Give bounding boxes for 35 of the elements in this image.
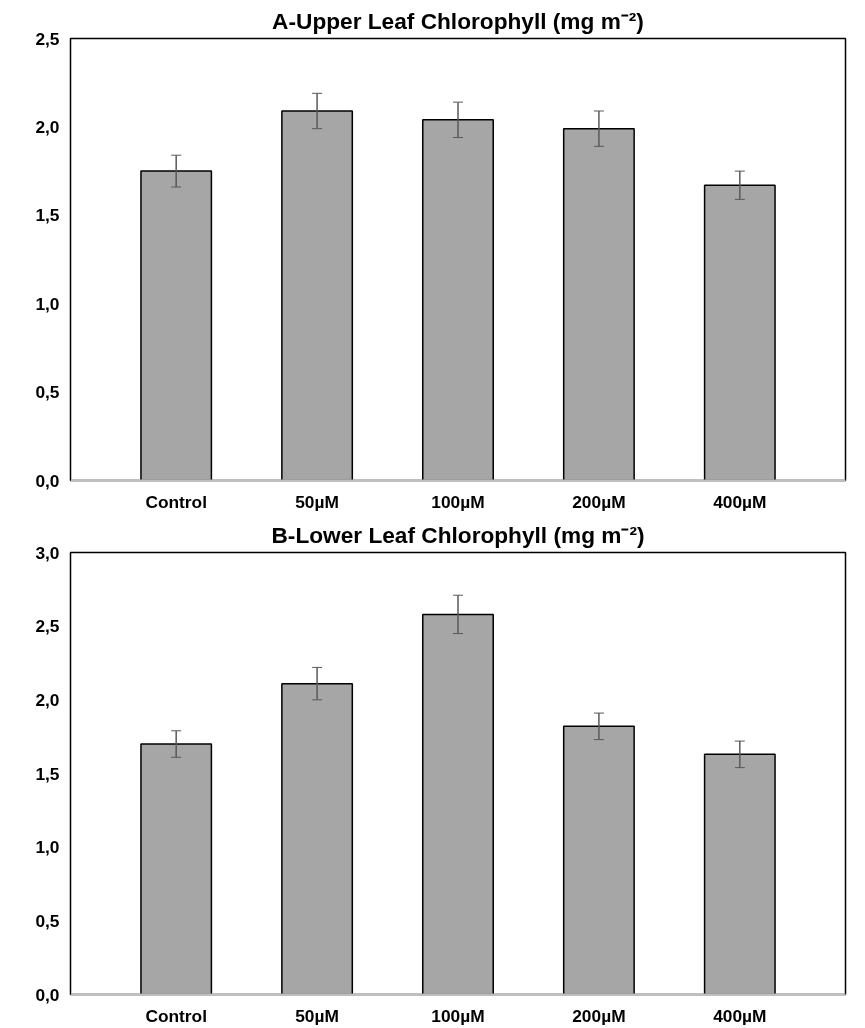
y-tick-label: 1,5 xyxy=(35,205,60,226)
y-tick-label: 2,0 xyxy=(35,116,60,137)
x-tick-label: 400µM xyxy=(713,1005,767,1026)
x-tick-label: 50µM xyxy=(295,491,339,512)
x-tick-label: Control xyxy=(145,1005,207,1026)
y-tick-label: 0,5 xyxy=(35,910,60,931)
x-tick-label: 100µM xyxy=(431,491,485,512)
y-tick-label: 1,5 xyxy=(35,763,60,784)
x-tick-label: Control xyxy=(145,491,207,512)
bar xyxy=(140,170,213,481)
x-tick-label: 100µM xyxy=(431,1005,485,1026)
y-tick-label: 0,5 xyxy=(35,382,60,403)
bar xyxy=(422,613,494,995)
bar xyxy=(562,725,635,995)
x-tick-label: 400µM xyxy=(713,491,767,512)
y-tick-label: 3,0 xyxy=(35,542,60,563)
y-tick-label: 1,0 xyxy=(35,293,60,314)
bar xyxy=(281,110,354,481)
y-tick-label: 2,5 xyxy=(35,616,60,637)
bar xyxy=(703,753,776,995)
y-tick-label: 1,0 xyxy=(35,837,60,858)
y-tick-label: 0,0 xyxy=(35,470,60,491)
bar xyxy=(140,743,213,995)
x-tick-label: 200µM xyxy=(572,1005,626,1026)
chart-title: A-Upper Leaf Chlorophyll (mg m⁻²) xyxy=(272,7,644,34)
bar xyxy=(422,119,494,481)
y-tick-label: 2,5 xyxy=(35,28,60,49)
y-tick-label: 0,0 xyxy=(35,984,60,1005)
bar xyxy=(703,184,776,481)
bar xyxy=(562,127,635,481)
y-tick-label: 2,0 xyxy=(35,689,60,710)
bar xyxy=(281,682,354,995)
x-tick-label: 50µM xyxy=(295,1005,339,1026)
chart-title: B-Lower Leaf Chlorophyll (mg m⁻²) xyxy=(271,521,645,548)
x-tick-label: 200µM xyxy=(572,491,626,512)
